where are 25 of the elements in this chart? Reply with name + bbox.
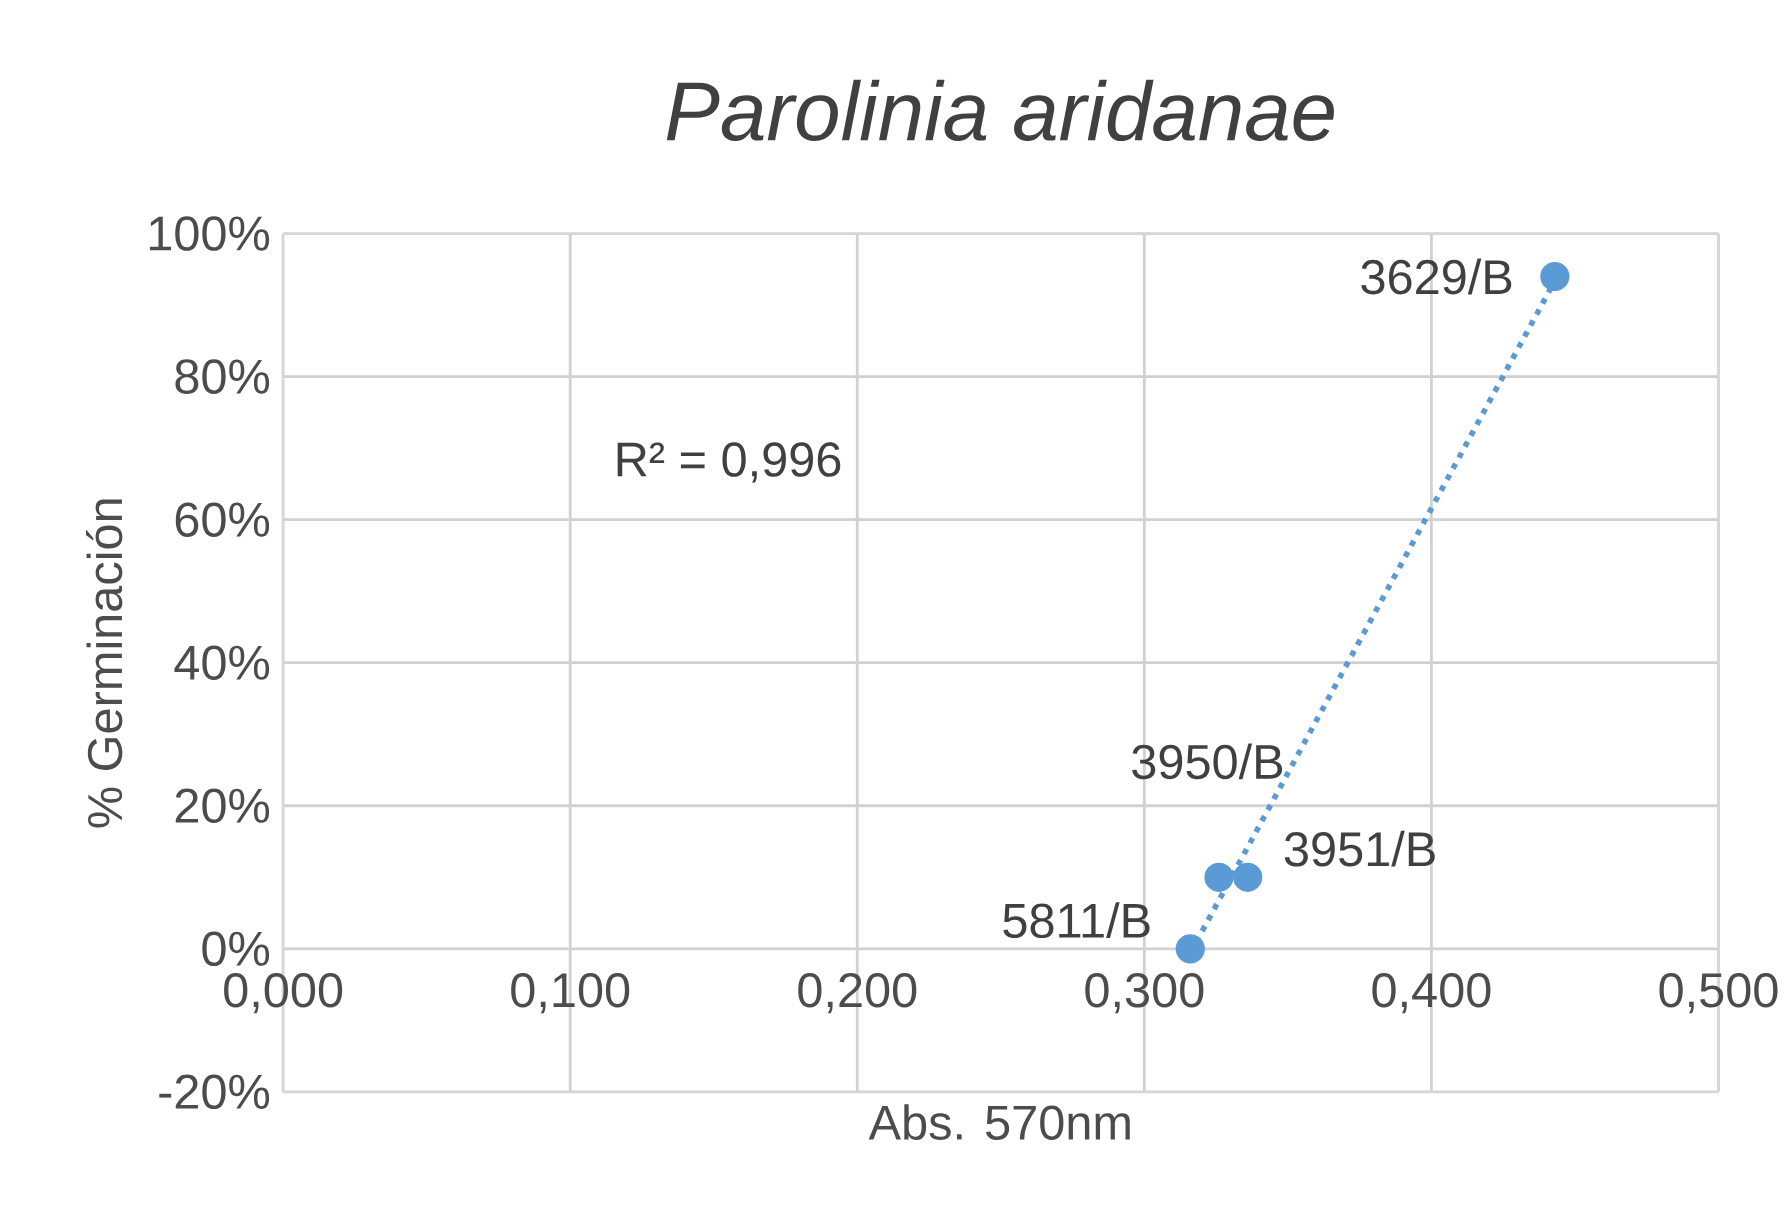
x-axis-title: Abs. 570nm — [868, 1104, 1130, 1141]
x-tick-label: 0,300 — [1085, 973, 1204, 1014]
annotation: 3629/B — [1361, 258, 1512, 295]
y-tick-label: 80% — [175, 359, 270, 395]
point — [1175, 934, 1205, 964]
y-tick-label: 100% — [149, 216, 270, 252]
y-tick-label: 20% — [175, 788, 270, 824]
x-tick-label: 0,200 — [798, 973, 917, 1014]
x-tick-label: 0,100 — [511, 973, 630, 1014]
annotation: 3950/B — [1132, 743, 1283, 780]
point — [1204, 862, 1234, 893]
y-tick-label: 0% — [202, 931, 270, 967]
y-tick-label: 40% — [174, 645, 270, 681]
point — [1540, 262, 1570, 292]
y-tick-label: -20% — [159, 1074, 270, 1110]
annotation: R² = 0,996 — [617, 442, 841, 483]
x-tick-label: 0,500 — [1659, 973, 1778, 1014]
x-tick-label: 0,000 — [224, 973, 343, 1014]
y-axis-title: % Germinación — [85, 499, 123, 828]
y-tick-label: 60% — [175, 502, 270, 538]
annotation: 3951/B — [1284, 830, 1435, 867]
annotation: 5811/B — [1003, 902, 1150, 939]
chart-title: Parolinia aridanae — [666, 79, 1334, 142]
x-tick-label: 0,400 — [1372, 973, 1491, 1014]
point — [1233, 862, 1263, 893]
